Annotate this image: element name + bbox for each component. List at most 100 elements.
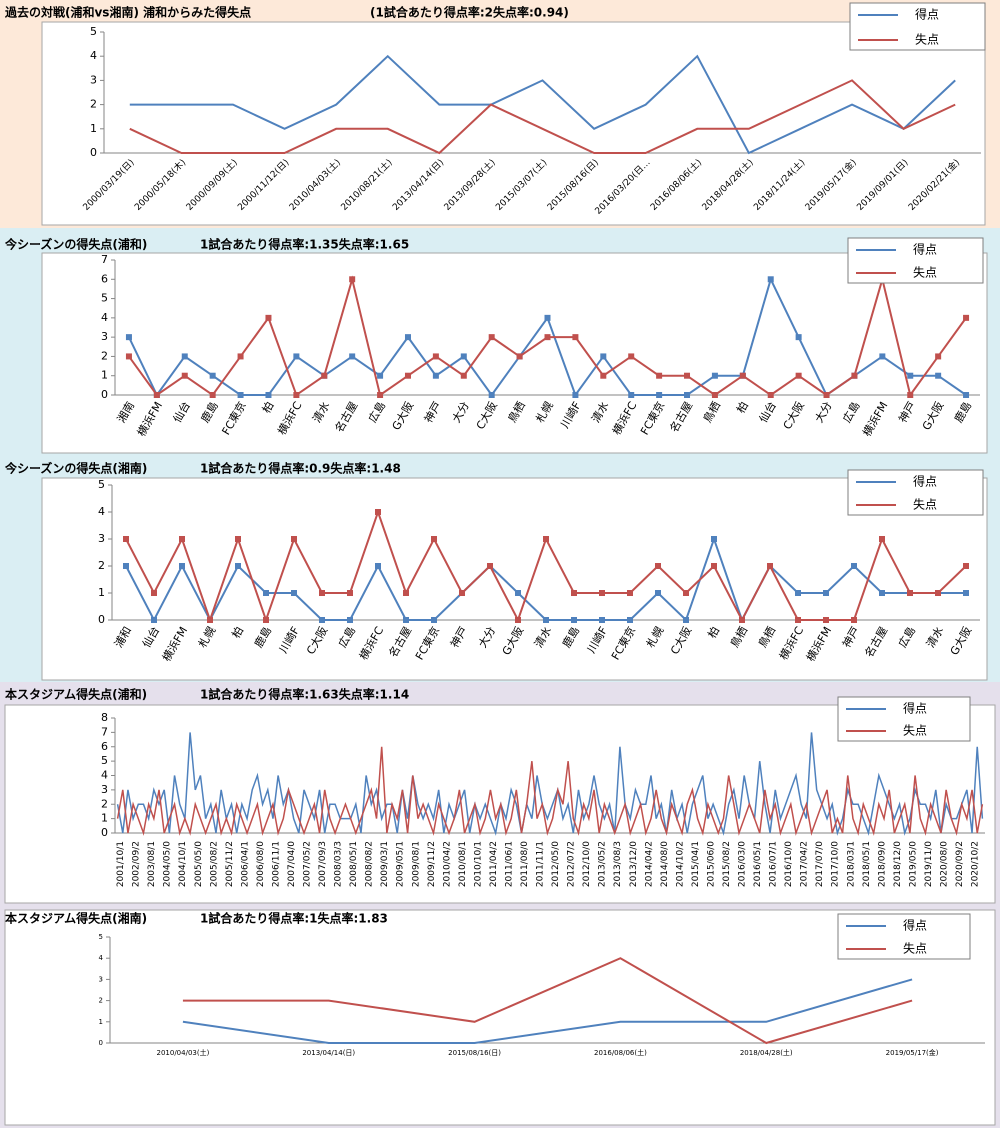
point-marker bbox=[265, 314, 272, 321]
y-tick-label: 2 bbox=[98, 559, 105, 572]
x-tick-label: 2009/03/1 bbox=[380, 841, 390, 887]
x-tick-label: 2012/05/0 bbox=[551, 841, 561, 887]
y-tick-label: 3 bbox=[98, 532, 105, 545]
point-marker bbox=[209, 392, 216, 398]
series-line bbox=[129, 54, 956, 155]
legend-box bbox=[847, 237, 984, 284]
x-tick-label: 2005/11/2 bbox=[225, 841, 235, 887]
point-marker bbox=[543, 536, 549, 542]
series-line bbox=[116, 732, 984, 836]
y-tick-label: 4 bbox=[98, 505, 105, 518]
point-marker bbox=[795, 590, 801, 596]
y-tick-label: 5 bbox=[98, 478, 105, 491]
x-tick-label: 2019/05/0 bbox=[908, 841, 918, 887]
point-marker bbox=[293, 353, 300, 360]
point-marker bbox=[235, 536, 241, 542]
point-marker bbox=[684, 372, 691, 379]
series-line bbox=[182, 978, 913, 1044]
point-marker bbox=[181, 353, 188, 360]
point-marker bbox=[683, 590, 689, 596]
x-tick-label: 2011/11/1 bbox=[536, 841, 546, 887]
x-tick-label: 2011/06/1 bbox=[504, 841, 514, 887]
point-marker bbox=[684, 392, 691, 398]
point-marker bbox=[571, 617, 577, 623]
y-tick-label: 5 bbox=[99, 933, 103, 941]
point-marker bbox=[319, 590, 325, 596]
series-line bbox=[182, 957, 913, 1045]
point-marker bbox=[656, 372, 663, 379]
x-tick-label: 2016/03/0 bbox=[738, 841, 748, 887]
point-marker bbox=[179, 563, 185, 569]
y-tick-label: 3 bbox=[101, 330, 108, 343]
y-tick-label: 4 bbox=[101, 311, 108, 324]
chart-area bbox=[4, 704, 996, 904]
x-tick-label: 2005/05/0 bbox=[194, 841, 204, 887]
x-tick-label: 2017/04/2 bbox=[800, 841, 810, 887]
x-tick-label: 2006/04/1 bbox=[240, 841, 250, 887]
y-tick-label: 4 bbox=[90, 49, 97, 62]
point-marker bbox=[711, 372, 718, 379]
y-tick-label: 7 bbox=[101, 253, 108, 266]
y-tick-label: 0 bbox=[90, 146, 97, 159]
point-marker bbox=[963, 590, 969, 596]
x-tick-label: 2019/05/17(金) bbox=[886, 1048, 939, 1057]
point-marker bbox=[404, 334, 411, 341]
y-tick-label: 0 bbox=[99, 1039, 103, 1047]
y-tick-label: 3 bbox=[90, 73, 97, 86]
point-marker bbox=[879, 536, 885, 542]
point-marker bbox=[823, 392, 830, 398]
x-tick-label: 2003/08/1 bbox=[147, 841, 157, 887]
point-marker bbox=[377, 392, 384, 398]
point-marker bbox=[237, 392, 244, 398]
x-tick-label: 2007/09/3 bbox=[318, 841, 328, 887]
point-marker bbox=[739, 372, 746, 379]
chart-area bbox=[4, 909, 996, 1126]
chart-area bbox=[41, 477, 988, 681]
point-marker bbox=[237, 353, 244, 360]
legend-label: 失点 bbox=[903, 941, 927, 956]
series-line bbox=[116, 746, 984, 836]
point-marker bbox=[935, 353, 942, 360]
x-tick-label: 2017/07/0 bbox=[815, 841, 825, 887]
x-tick-label: 2011/04/2 bbox=[489, 841, 499, 887]
point-marker bbox=[488, 334, 495, 341]
x-tick-label: 2013/12/0 bbox=[629, 841, 639, 887]
chart-title: 本スタジアム得失点(湘南) bbox=[5, 911, 147, 926]
point-marker bbox=[179, 536, 185, 542]
point-marker bbox=[739, 617, 745, 623]
chart-subtitle: 1試合あたり得点率:0.9失点率:1.48 bbox=[200, 461, 401, 476]
chart-subtitle: (1試合あたり得点率:2失点率:0.94) bbox=[370, 5, 569, 20]
point-marker bbox=[572, 392, 579, 398]
x-tick-label: 2008/08/2 bbox=[365, 841, 375, 887]
point-marker bbox=[935, 590, 941, 596]
point-marker bbox=[907, 392, 914, 398]
x-tick-label: 2012/10/0 bbox=[582, 841, 592, 887]
x-tick-label: 2014/04/2 bbox=[644, 841, 654, 887]
point-marker bbox=[711, 563, 717, 569]
x-tick-label: 2010/04/2 bbox=[442, 841, 452, 887]
point-marker bbox=[907, 590, 913, 596]
point-marker bbox=[711, 392, 718, 398]
point-marker bbox=[823, 617, 829, 623]
x-tick-label: 2007/05/2 bbox=[303, 841, 313, 887]
point-marker bbox=[543, 617, 549, 623]
x-tick-label: 2013/04/14(日) bbox=[302, 1049, 355, 1057]
point-marker bbox=[627, 590, 633, 596]
chart-title: 今シーズンの得失点(湘南) bbox=[4, 461, 147, 476]
legend-box bbox=[849, 2, 986, 51]
y-tick-label: 4 bbox=[101, 769, 108, 782]
x-tick-label: 2018/12/0 bbox=[893, 841, 903, 887]
y-tick-label: 3 bbox=[99, 975, 103, 983]
x-tick-label: 2019/11/0 bbox=[924, 841, 934, 887]
point-marker bbox=[683, 617, 689, 623]
point-marker bbox=[375, 563, 381, 569]
x-tick-label: 2013/08/3 bbox=[613, 841, 623, 887]
x-tick-label: 2016/08/06(土) bbox=[594, 1048, 647, 1057]
chart-title: 今シーズンの得失点(浦和) bbox=[4, 237, 147, 252]
x-tick-label: 2015/04/1 bbox=[691, 841, 701, 887]
point-marker bbox=[963, 563, 969, 569]
point-marker bbox=[404, 372, 411, 379]
point-marker bbox=[963, 392, 970, 398]
point-marker bbox=[795, 372, 802, 379]
